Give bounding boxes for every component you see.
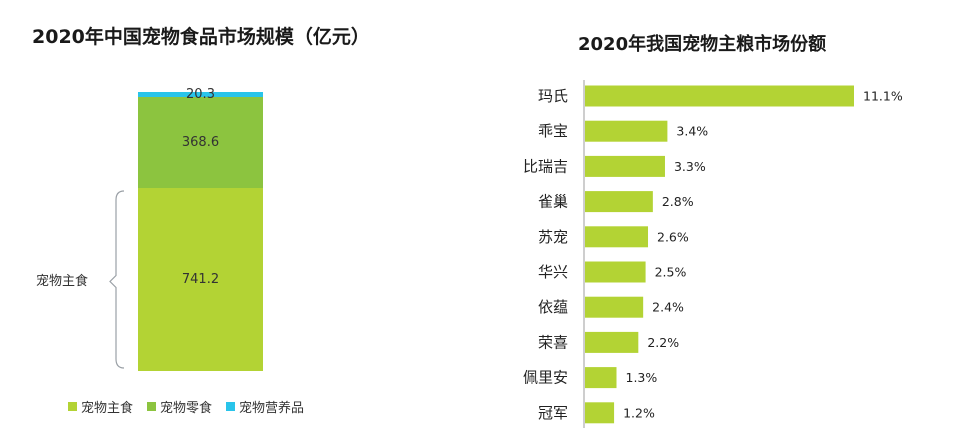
stack-value-label-staple: 741.2: [182, 272, 219, 287]
category-label: 玛氏: [538, 87, 568, 105]
category-label: 雀巢: [538, 193, 568, 211]
category-label: 冠军: [538, 404, 568, 422]
share-value-label: 3.3%: [674, 159, 706, 174]
legend-label-snack: 宠物零食: [160, 401, 213, 416]
share-bar: [585, 367, 617, 389]
share-value-label: 2.5%: [655, 265, 687, 280]
stack-value-label-nutrition: 20.3: [186, 87, 215, 102]
share-value-label: 2.2%: [647, 335, 679, 350]
legend-label-nutrition: 宠物营养品: [239, 401, 305, 416]
share-value-label: 2.6%: [657, 229, 689, 244]
legend-swatch-staple: [68, 402, 77, 411]
legend-swatch-nutrition: [226, 402, 236, 411]
legend-swatch-snack: [147, 402, 157, 411]
staple-annotation: 宠物主食: [36, 273, 88, 289]
legend-label-staple: 宠物主食: [81, 401, 134, 416]
share-value-label: 1.3%: [626, 370, 658, 385]
stack-segment-nutrition: [138, 92, 263, 98]
legend-item-nutrition: 宠物营养品: [226, 397, 304, 416]
share-bar: [585, 85, 854, 107]
share-value-label: 11.1%: [863, 89, 903, 104]
category-label: 苏宠: [538, 228, 568, 246]
category-label: 荣喜: [538, 333, 568, 351]
share-bar: [585, 296, 644, 318]
share-value-label: 2.8%: [662, 194, 694, 209]
category-label: 华兴: [538, 263, 568, 281]
category-label: 佩里安: [523, 369, 568, 387]
share-bar: [585, 402, 615, 424]
share-value-label: 3.4%: [676, 124, 708, 139]
stacked-chart-title: 2020年中国宠物食品市场规模（亿元）: [32, 26, 370, 48]
share-bar: [585, 331, 639, 353]
stack-segment-staple: [138, 188, 263, 371]
share-bar: [585, 226, 649, 248]
market-share-chart-title: 2020年我国宠物主粮市场份额: [578, 34, 827, 55]
stack-value-label-snack: 368.6: [182, 135, 219, 150]
share-bar: [585, 155, 665, 177]
category-label: 比瑞吉: [523, 157, 568, 175]
share-bar: [585, 261, 646, 283]
legend-item-snack: 宠物零食: [147, 397, 212, 416]
share-bar: [585, 120, 668, 142]
stack-segment-snack: [138, 97, 263, 189]
share-bar: [585, 191, 653, 213]
legend-item-staple: 宠物主食: [68, 397, 133, 416]
stacked-chart-legend: 宠物主食 宠物零食 宠物营养品: [68, 397, 304, 416]
share-value-label: 2.4%: [652, 300, 684, 315]
staple-bracket: [109, 190, 125, 369]
share-value-label: 1.2%: [623, 405, 655, 420]
category-label: 乖宝: [538, 122, 568, 140]
category-label: 依蕴: [538, 298, 568, 316]
